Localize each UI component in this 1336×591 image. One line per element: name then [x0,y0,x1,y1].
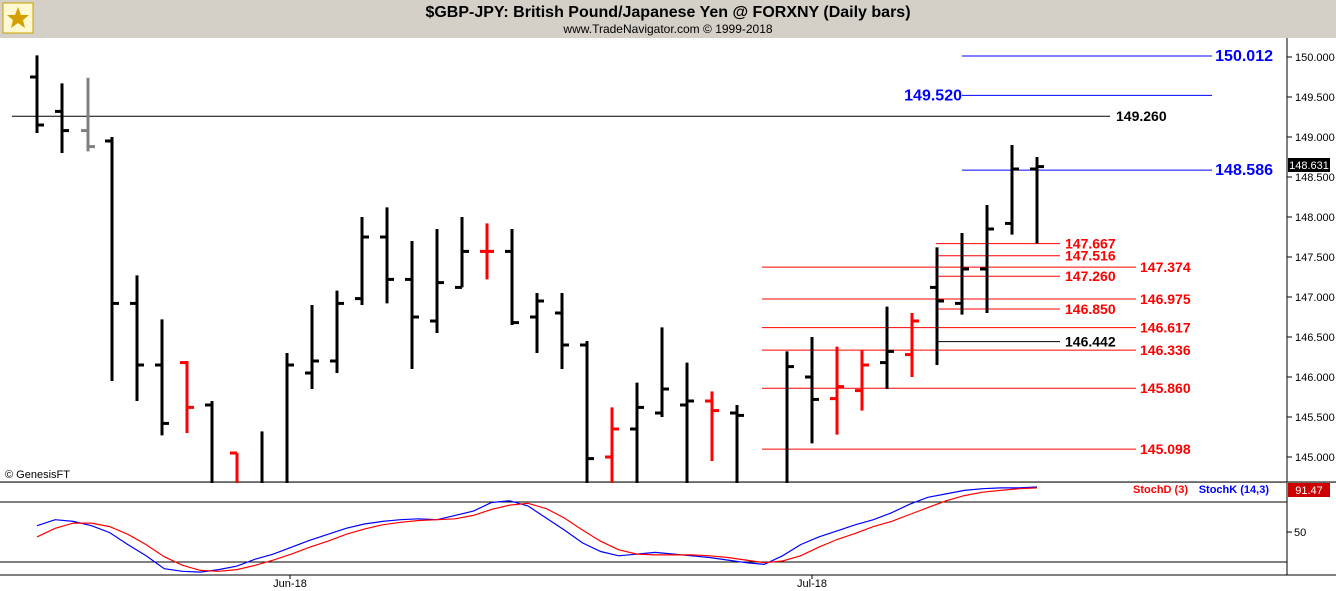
ohlc-bar [605,407,619,488]
date-tick-label: Jun-18 [273,578,307,590]
ohlc-bar [380,207,394,304]
price-axis-tick-label: 150.000 [1295,52,1335,64]
ohlc-bar [805,337,819,444]
price-axis-tick-label: 148.000 [1295,212,1335,224]
ohlc-bar [880,306,894,389]
level-label: 148.586 [1215,162,1273,179]
ohlc-bar [1005,145,1019,235]
ohlc-bar [630,382,644,488]
price-axis-tick-label: 149.500 [1295,92,1335,104]
last-price-marker: 148.631 [1288,158,1330,172]
ohlc-bar [830,346,844,435]
header: $GBP-JPY: British Pound/Japanese Yen @ F… [2,2,911,36]
ohlc-bars [30,55,1044,489]
ohlc-bar [905,313,919,377]
stoch-tick-50: 50 [1294,527,1306,539]
ohlc-bar [1030,157,1044,244]
level-label: 145.098 [1140,441,1191,457]
ohlc-bar [180,361,194,433]
ohlc-bar [155,319,169,436]
chart-title: $GBP-JPY: British Pound/Japanese Yen @ F… [425,4,910,21]
level-lines: 150.012 149.520 149.260 148.586 147.667147.5… [12,48,1273,457]
level-label: 147.260 [1065,268,1116,284]
level-label: 149.520 [904,87,962,104]
level-label: 146.617 [1140,320,1191,336]
stoch-axis-pane [1287,483,1336,575]
ohlc-bar [505,229,519,325]
price-axis-tick-label: 146.000 [1295,372,1335,384]
stoch-d-line [36,487,1038,572]
logo-icon [2,2,34,34]
last-price-label: 148.631 [1289,160,1329,172]
ohlc-bar [430,229,444,333]
ohlc-bar [555,293,569,369]
level-label: 146.442 [1065,334,1116,350]
level-label: 147.516 [1065,248,1116,264]
chart-subtitle: www.TradeNavigator.com © 1999-2018 [562,22,772,36]
ohlc-bar [455,217,469,289]
price-axis-tick-label: 148.500 [1295,172,1335,184]
ohlc-bar [930,247,944,365]
price-axis-ticks: 150.000 149.500 149.000 148.500 148.000 147.5… [1287,52,1335,464]
stoch-pane [0,483,1287,575]
stoch-value-marker: 91.47 [1288,483,1330,497]
ohlc-bar [30,55,44,133]
level-label: 147.374 [1140,259,1191,275]
ohlc-bar [405,241,419,369]
date-axis-labels: Jun-18 Jul-18 [273,575,827,590]
price-axis-tick-label: 146.500 [1295,332,1335,344]
level-label: 146.850 [1065,301,1116,317]
legend-stoch-d: StochD (3) [1133,484,1188,496]
ohlc-bar [955,233,969,315]
ohlc-bar [705,391,719,461]
ohlc-bar [530,293,544,353]
level-label: 146.336 [1140,342,1191,358]
price-axis-tick-label: 149.000 [1295,132,1335,144]
ohlc-bar [980,205,994,313]
date-axis [0,575,1336,591]
price-axis-tick-label: 147.000 [1295,292,1335,304]
ohlc-bar [580,341,594,488]
ohlc-bar [55,83,69,153]
price-axis-tick-label: 145.500 [1295,412,1335,424]
ohlc-bar [730,405,744,488]
ohlc-bar [305,305,319,389]
ohlc-bar [680,362,694,488]
level-label: 145.860 [1140,380,1191,396]
price-axis-pane [1287,38,1336,482]
level-label: 147.667 [1065,236,1116,252]
stoch-k-line [36,486,1038,573]
ohlc-bar [330,290,344,373]
stoch-value-label: 91.47 [1295,485,1323,497]
level-label: 150.012 [1215,48,1273,65]
ohlc-bar [655,327,669,417]
price-axis-tick-label: 147.500 [1295,252,1335,264]
ohlc-bar [855,350,869,411]
ohlc-bar [355,217,369,305]
stoch-lines [36,486,1038,573]
ohlc-bar [105,137,119,381]
watermark-text: © GenesisFT [5,469,70,481]
level-label: 146.975 [1140,291,1191,307]
level-label: 149.260 [1116,108,1167,124]
legend-stoch-k: StochK (14,3) [1199,484,1270,496]
ohlc-bar [130,275,144,401]
ohlc-bar [480,223,494,280]
ohlc-bar [81,77,95,152]
date-tick-label: Jul-18 [797,578,827,590]
price-axis-tick-label: 145.000 [1295,452,1335,464]
